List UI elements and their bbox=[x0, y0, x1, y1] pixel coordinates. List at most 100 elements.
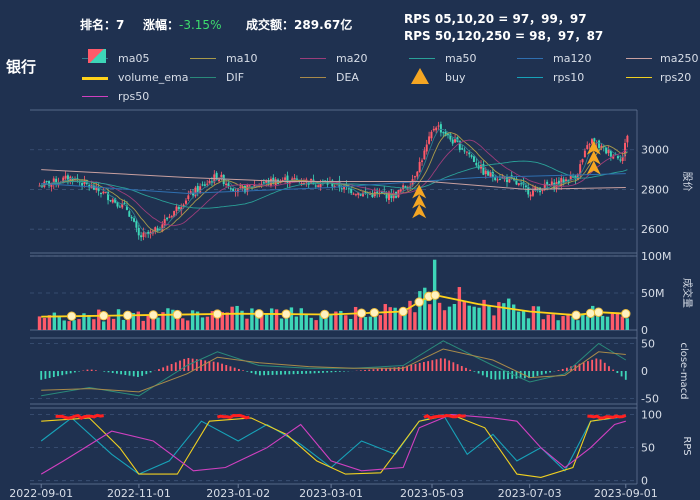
macd-histogram-bar bbox=[532, 371, 535, 378]
candle-body bbox=[121, 203, 124, 208]
macd-histogram-bar bbox=[397, 366, 400, 371]
macd-histogram-bar bbox=[380, 368, 383, 371]
candle-body bbox=[359, 194, 362, 196]
volume-bar bbox=[77, 319, 81, 330]
buy-signal-marker bbox=[586, 150, 601, 165]
volume-bar bbox=[591, 305, 595, 330]
macd-histogram-bar bbox=[376, 368, 379, 371]
buy-signal-marker bbox=[586, 140, 601, 155]
volume-bar bbox=[358, 317, 363, 330]
volume-bar bbox=[205, 316, 210, 330]
legend-label-rps50: rps50 bbox=[118, 90, 150, 103]
legend-label-volume_ema: volume_ema bbox=[118, 71, 189, 84]
volume-bar bbox=[57, 315, 61, 330]
candle-body bbox=[399, 189, 402, 192]
volume-bar bbox=[334, 311, 338, 330]
macd-histogram-bar bbox=[145, 371, 148, 375]
macd-histogram-bar bbox=[229, 366, 232, 371]
volume-signal-dot bbox=[571, 310, 581, 320]
volume-bar bbox=[87, 315, 91, 330]
candle-body bbox=[463, 150, 466, 152]
volume-bar bbox=[304, 315, 308, 330]
volume-bar bbox=[467, 305, 471, 330]
macd-histogram-bar bbox=[616, 371, 619, 374]
volume-bar bbox=[551, 314, 555, 330]
macd-histogram-bar bbox=[540, 371, 543, 375]
candle-body bbox=[236, 188, 239, 193]
dif-line bbox=[41, 340, 627, 397]
legend-swatch-ma10 bbox=[190, 58, 216, 60]
candle-body bbox=[624, 143, 627, 157]
macd-histogram-bar bbox=[330, 371, 333, 373]
macd-histogram-bar bbox=[174, 362, 177, 371]
volume-bar bbox=[576, 320, 580, 330]
macd-histogram-bar bbox=[452, 362, 455, 371]
volume-bar bbox=[176, 311, 180, 330]
macd-histogram-bar bbox=[166, 365, 169, 371]
macd-histogram-bar bbox=[599, 359, 602, 371]
candle-body bbox=[524, 185, 527, 188]
candle-body bbox=[140, 235, 143, 238]
candle-body bbox=[347, 188, 350, 190]
volume-bar bbox=[472, 306, 476, 330]
volume-bar bbox=[67, 321, 71, 330]
candle-body bbox=[498, 178, 501, 180]
volume-bar bbox=[171, 309, 175, 330]
volume-bar bbox=[309, 317, 313, 330]
candle-body bbox=[300, 182, 303, 184]
volume-bar bbox=[225, 312, 229, 330]
candle-body bbox=[286, 175, 289, 183]
candlestick-legend-icon bbox=[88, 49, 106, 63]
candle-body bbox=[413, 176, 416, 178]
candle-body bbox=[343, 185, 346, 190]
ma250-line bbox=[41, 169, 626, 190]
candle-body bbox=[69, 176, 72, 183]
volume-bar bbox=[418, 291, 422, 330]
macd-histogram-bar bbox=[48, 371, 51, 378]
candle-body bbox=[194, 187, 197, 197]
candle-body bbox=[229, 188, 232, 190]
candle-body bbox=[465, 151, 468, 153]
candle-body bbox=[95, 185, 98, 190]
volume-bar bbox=[531, 306, 536, 330]
candle-body bbox=[83, 180, 86, 184]
buy-signal-marker bbox=[412, 194, 427, 209]
macd-histogram-bar bbox=[448, 360, 451, 371]
rank-value: 7 bbox=[116, 18, 125, 32]
volume-bar bbox=[497, 302, 501, 330]
candle-body bbox=[168, 216, 171, 218]
macd-histogram-bar bbox=[237, 369, 240, 371]
macd-histogram-bar bbox=[124, 371, 127, 375]
candle-body bbox=[248, 185, 251, 187]
candle-body bbox=[130, 216, 133, 219]
candle-body bbox=[475, 162, 478, 166]
volume-bar bbox=[344, 315, 348, 330]
turnover-stat: 成交额：289.67亿 bbox=[246, 16, 352, 33]
volume-tick-label: 50M bbox=[641, 287, 665, 300]
rank-label: 排名： bbox=[80, 18, 117, 32]
rps-axis-title: RPS bbox=[681, 436, 692, 455]
candle-body bbox=[203, 184, 206, 186]
candle-body bbox=[118, 206, 121, 208]
candle-body bbox=[404, 186, 407, 188]
volume-bar bbox=[378, 315, 383, 330]
volume-bar bbox=[521, 310, 526, 330]
legend-swatch-rps20 bbox=[626, 77, 652, 79]
macd-histogram-bar bbox=[389, 367, 392, 371]
candle-body bbox=[446, 134, 449, 136]
volume-bar bbox=[289, 307, 294, 330]
candle-body bbox=[156, 228, 159, 232]
ma20-line bbox=[39, 139, 628, 227]
volume-signal-dot bbox=[414, 297, 424, 307]
volume-bar bbox=[62, 320, 66, 330]
volume-bar bbox=[526, 318, 531, 330]
candle-body bbox=[435, 127, 438, 131]
candle-body bbox=[281, 180, 284, 182]
candle-body bbox=[267, 180, 270, 185]
macd-histogram-bar bbox=[292, 371, 295, 375]
candle-body bbox=[387, 191, 390, 201]
candle-body bbox=[227, 183, 230, 187]
candle-body bbox=[626, 135, 629, 143]
candle-body bbox=[588, 144, 591, 146]
